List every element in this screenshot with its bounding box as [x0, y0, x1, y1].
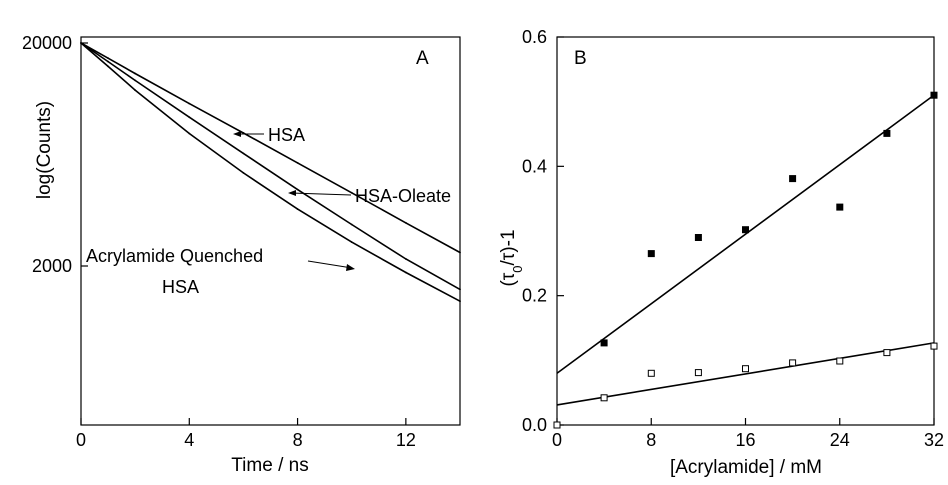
- annotation-hsa-oleate-arrow: [290, 192, 352, 196]
- open-square-point: [553, 421, 561, 429]
- panel-a-x-axis-label: Time / ns: [231, 455, 308, 476]
- decay-point: [242, 132, 245, 134]
- panel-b-x-tick-label: 16: [735, 430, 755, 450]
- decay-point: [188, 116, 191, 119]
- panel-a: 0 4 8 12 2000 20000 A Time / ns log(Counts) H…: [22, 33, 461, 476]
- decay-point: [459, 300, 461, 303]
- open-square-point: [647, 369, 655, 377]
- annotation-acrylamide-hsa: HSA: [162, 277, 199, 297]
- decay-point: [242, 152, 245, 155]
- panel-b-x-tick-label: 0: [552, 430, 562, 450]
- decay-point: [296, 188, 299, 191]
- filled-square-point: [647, 250, 655, 258]
- panel-b-y-tick-label: 0.4: [522, 156, 547, 176]
- decay-point: [107, 60, 109, 63]
- panel-a-x-tick-label: 8: [293, 430, 303, 450]
- open-square-point: [694, 369, 702, 377]
- annotation-hsa-oleate-arrowhead: [288, 190, 296, 196]
- decay-point: [188, 132, 191, 135]
- decay-point: [188, 102, 191, 105]
- decay-curve-1: [80, 42, 461, 254]
- decay-point: [405, 258, 407, 260]
- decay-point: [296, 162, 299, 164]
- panel-a-y-tick-label: 2000: [32, 256, 72, 276]
- decay-point: [405, 271, 407, 274]
- annotation-acrylamide-quenched: Acrylamide Quenched: [86, 246, 263, 266]
- decay-point: [107, 65, 109, 68]
- panel-b-y-tick-label: 0.6: [522, 27, 547, 47]
- decay-point: [405, 222, 407, 224]
- annotation-hsa-arrowhead: [233, 131, 241, 137]
- open-square-point: [836, 357, 844, 365]
- panel-b-x-tick-label: 24: [830, 430, 850, 450]
- panel-b-x-tick-label: 8: [646, 430, 656, 450]
- decay-point: [350, 241, 353, 244]
- open-square-point: [789, 359, 797, 367]
- filled-square-point: [836, 203, 844, 211]
- decay-point: [134, 89, 137, 91]
- annotation-hsa: HSA: [268, 125, 305, 145]
- open-square-point: [742, 365, 749, 373]
- panel-a-x-tick-label: 12: [396, 430, 416, 450]
- decay-point: [134, 79, 137, 82]
- filled-square-point: [694, 234, 702, 241]
- open-square-point: [600, 394, 608, 402]
- annotation-acrylamide-arrowhead: [346, 264, 355, 271]
- decay-point: [296, 208, 299, 211]
- fit-line-2: [556, 342, 935, 406]
- panel-a-y-axis-label: log(Counts): [34, 101, 55, 199]
- annotation-acrylamide-arrow: [307, 260, 353, 269]
- filled-square-point: [883, 129, 891, 137]
- panel-b-y-axis-label: (τ0/τ)-1: [498, 229, 525, 286]
- panel-b-label: B: [574, 48, 587, 69]
- panel-a-x-tick-label: 0: [76, 430, 86, 450]
- filled-square-point: [789, 175, 797, 183]
- open-square-point: [930, 342, 938, 350]
- panel-a-label: A: [416, 48, 429, 69]
- panel-b-x-tick-label: 32: [924, 430, 944, 450]
- panel-b-y-tick-label: 0.2: [522, 286, 547, 306]
- decay-point: [107, 57, 109, 60]
- decay-point: [350, 223, 353, 226]
- panel-a-x-tick-label: 4: [184, 430, 194, 450]
- panel-b-y-tick-label: 0.0: [522, 415, 547, 435]
- decay-point: [459, 251, 461, 254]
- annotation-hsa-oleate: HSA-Oleate: [355, 186, 451, 206]
- panel-b-x-axis-label: [Acrylamide] / mM: [670, 457, 822, 478]
- decay-point: [350, 191, 353, 194]
- decay-point: [459, 288, 461, 291]
- tau-zero-subscript: 0: [510, 265, 525, 272]
- filled-square-point: [600, 339, 608, 347]
- panel-a-plot-frame: [80, 36, 461, 426]
- fit-line-1: [556, 94, 935, 374]
- panel-a-y-tick-label: 20000: [22, 33, 72, 53]
- panel-b: 0 8 16 24 32 0.0 0.2 0.4 0.6 B [Acrylamide] / mM…: [498, 27, 944, 478]
- filled-square-point: [742, 226, 749, 234]
- open-square-point: [883, 349, 891, 357]
- decay-point: [134, 72, 137, 75]
- decay-point: [80, 42, 82, 44]
- decay-point: [242, 172, 245, 174]
- filled-square-point: [930, 91, 938, 99]
